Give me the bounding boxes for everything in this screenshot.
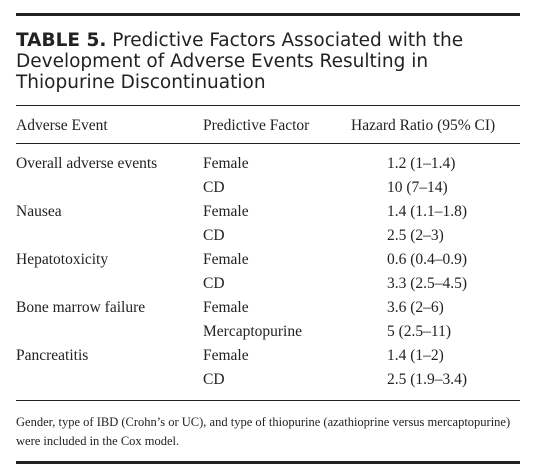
predictive-factor: CD <box>203 275 225 292</box>
header-cell: Predictive Factor <box>203 117 310 134</box>
hazard-ratio: 2.5 (1.9–3.4) <box>387 371 468 388</box>
predictive-factor: CD <box>203 371 225 388</box>
hazard-ratio: 1.2 (1–1.4) <box>387 155 456 172</box>
table-title: TABLE 5. Predictive Factors Associated w… <box>16 30 496 93</box>
hazard-ratio: 0.6 (0.4–0.9) <box>387 251 468 268</box>
header-top-rule <box>16 105 520 106</box>
hazard-ratio: 2.5 (2–3) <box>387 227 444 244</box>
predictive-factor: Female <box>203 347 249 364</box>
adverse-event: Nausea <box>16 203 62 220</box>
hazard-ratio: 3.6 (2–6) <box>387 299 444 316</box>
body-bottom-rule <box>16 400 520 401</box>
predictive-factor: Female <box>203 203 249 220</box>
header-cell: Hazard Ratio (95% CI) <box>351 117 496 134</box>
predictive-factor: Female <box>203 299 249 316</box>
adverse-event: Pancreatitis <box>16 347 89 364</box>
header-bottom-rule <box>16 143 520 144</box>
hazard-ratio: 10 (7–14) <box>387 179 448 196</box>
title-label: TABLE 5. <box>16 30 107 51</box>
hazard-ratio: 5 (2.5–11) <box>387 323 451 340</box>
adverse-event: Overall adverse events <box>16 155 158 172</box>
hazard-ratio: 1.4 (1–2) <box>387 347 444 364</box>
bottom-rule <box>16 461 520 464</box>
top-rule <box>16 13 520 16</box>
title-text: Predictive Factors Associated with the D… <box>16 30 464 93</box>
predictive-factor: Mercaptopurine <box>203 323 302 340</box>
footnote: Gender, type of IBD (Crohn’s or UC), and… <box>16 415 511 448</box>
header-cell: Adverse Event <box>16 117 108 134</box>
hazard-ratio: 3.3 (2.5–4.5) <box>387 275 468 292</box>
predictive-factor: Female <box>203 155 249 172</box>
hazard-ratio: 1.4 (1.1–1.8) <box>387 203 468 220</box>
predictive-factor: CD <box>203 227 225 244</box>
adverse-event: Bone marrow failure <box>16 299 146 316</box>
predictive-factor: Female <box>203 251 249 268</box>
adverse-event: Hepatotoxicity <box>16 251 109 268</box>
predictive-factor: CD <box>203 179 225 196</box>
